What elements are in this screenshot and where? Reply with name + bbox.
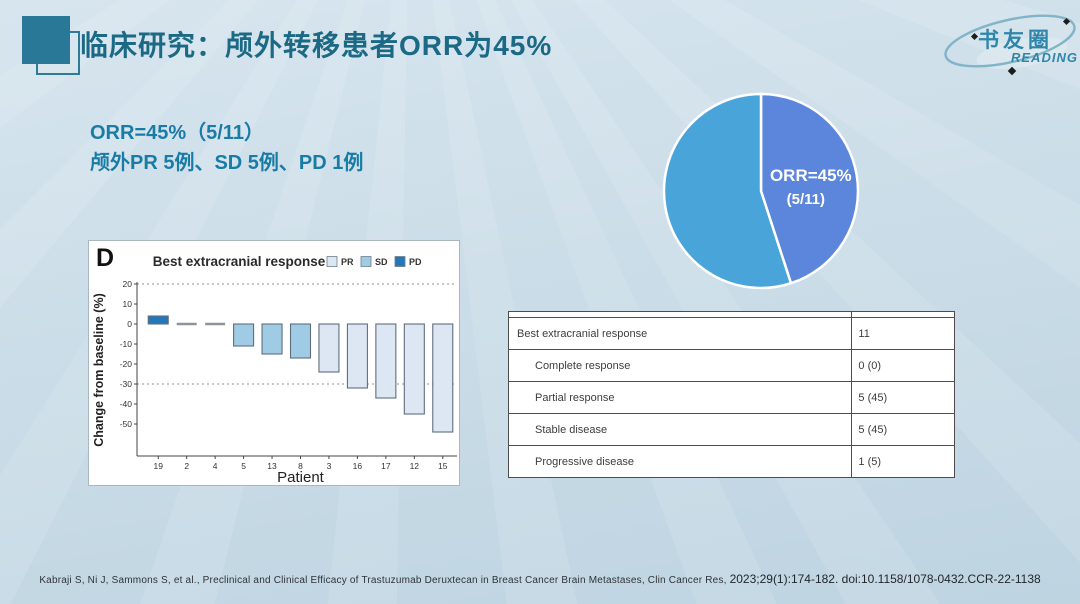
svg-text:2: 2 [184,461,189,471]
svg-text:4: 4 [213,461,218,471]
svg-text:-10: -10 [120,339,133,349]
panel-label: D [96,244,115,272]
table-cell-label: Stable disease [507,413,853,446]
title-marker-icon [22,16,84,78]
svg-text:20: 20 [123,279,133,289]
svg-text:Change from baseline (%): Change from baseline (%) [92,293,106,447]
svg-text:-40: -40 [120,399,133,409]
logo-ellipse-bg [976,37,1068,69]
svg-text:17: 17 [381,461,391,471]
table-cell-value: 5 (45) [851,381,955,414]
logo-subtitle: READING [1011,50,1078,65]
svg-text:SD: SD [375,257,388,267]
svg-text:13: 13 [267,461,277,471]
citation-reference: 2023;29(1):174-182. doi:10.1158/1078-043… [729,572,1041,586]
table-cell-label: Partial response [507,381,853,414]
key-finding-line2: 颅外PR 5例、SD 5例、PD 1例 [90,152,364,174]
table-cell-label: Complete response [507,349,853,382]
reading-logo: 书友圈 READING [944,14,1078,76]
table-row: Partial response 5 (45) [507,381,955,414]
svg-text:Patient: Patient [277,469,325,486]
table-cell-value: 1 (5) [851,445,955,478]
pie-chart-wrap: ORR=45% (5/11) [659,89,867,297]
response-table-body: Best extracranial response 11 Complete res… [507,311,955,478]
svg-text:16: 16 [353,461,363,471]
svg-text:(5/11): (5/11) [787,191,825,208]
table-cell-value: 5 (45) [851,413,955,446]
svg-text:-20: -20 [120,359,133,369]
svg-text:10: 10 [123,299,133,309]
pie-chart: ORR=45% (5/11) [662,92,860,290]
table-row: Best extracranial response 11 [507,317,955,350]
svg-text:PD: PD [409,257,422,267]
svg-text:8: 8 [298,461,303,471]
waterfall-chart-panel: D Best extracranial response PR SD PD 20 10 0 -… [88,240,460,486]
key-finding-line1: ORR=45%（5/11） [90,122,264,144]
table-row: Progressive disease 1 (5) [507,445,955,478]
logo-name: 书友圈 [978,28,1053,52]
table-cell-label: Best extracranial response [507,317,853,350]
square-fill-icon [22,16,70,64]
response-table: Best extracranial response 11 Complete res… [507,311,955,478]
table-row: Complete response 0 (0) [507,349,955,382]
citation: Kabraji S, Ni J, Sammons S, et al., Prec… [0,570,1080,588]
table-cell-value: 11 [851,317,955,350]
svg-text:19: 19 [153,461,163,471]
logo-swoosh-icon [944,14,1076,68]
waterfall-chart: Best extracranial response PR SD PD 20 10 0 -10… [92,254,457,486]
sparkle-icon [970,32,979,41]
svg-text:0: 0 [127,319,132,329]
svg-text:PR: PR [341,257,354,267]
key-findings: ORR=45%（5/11） 颅外PR 5例、SD 5例、PD 1例 [90,118,363,178]
page-title: 临床研究：颅外转移患者ORR为45% [80,30,553,61]
svg-text:-30: -30 [120,379,133,389]
svg-text:3: 3 [327,461,332,471]
svg-text:ORR=45%: ORR=45% [770,166,852,185]
svg-text:12: 12 [410,461,420,471]
table-cell-value: 0 (0) [851,349,955,382]
table-row: Stable disease 5 (45) [507,413,955,446]
response-table-wrap: Best extracranial response 11 Complete res… [507,311,955,478]
table-cell-label: Progressive disease [507,445,853,478]
citation-authors-title: Kabraji S, Ni J, Sammons S, et al., Prec… [39,575,730,586]
svg-text:-50: -50 [120,419,133,429]
svg-text:15: 15 [438,461,448,471]
svg-text:5: 5 [241,461,246,471]
svg-text:Best extracranial response: Best extracranial response [153,254,326,269]
